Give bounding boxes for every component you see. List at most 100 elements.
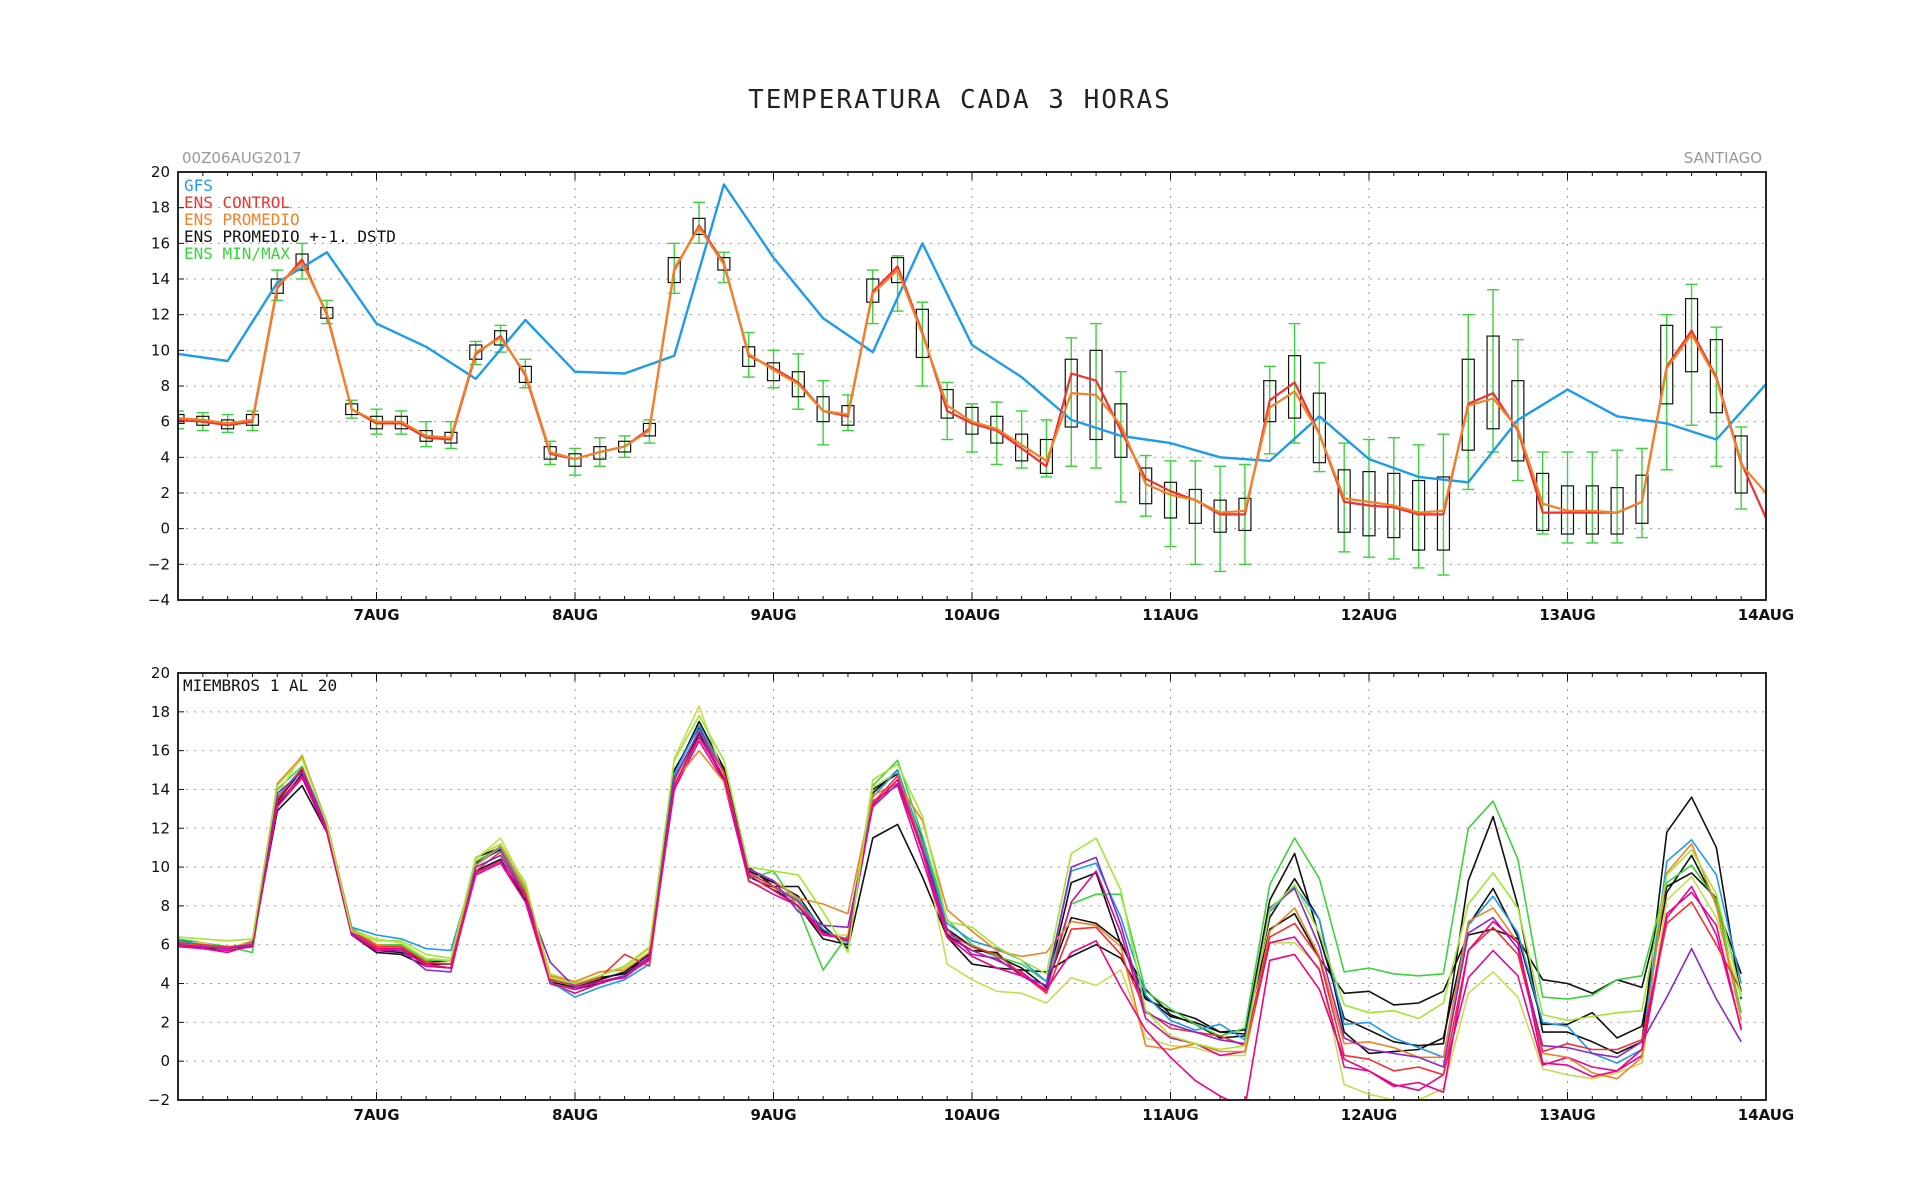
plot-area	[178, 705, 1742, 1100]
y-tick-label: 20	[151, 163, 170, 181]
x-tick-label: 8AUG	[552, 1106, 598, 1124]
y-tick-label: 0	[160, 520, 170, 538]
y-tick-label: 4	[160, 975, 170, 993]
minmax-whisker	[1735, 426, 1748, 510]
minmax-whisker	[1139, 454, 1152, 517]
y-tick-label: 8	[160, 377, 170, 395]
y-tick-label: 14	[151, 780, 170, 798]
minmax-whisker	[1685, 283, 1698, 426]
minmax-whisker	[891, 255, 904, 312]
x-tick-label: 9AUG	[750, 1106, 796, 1124]
x-tick-label: 10AUG	[944, 606, 1001, 624]
stddev-box	[692, 217, 706, 236]
minmax-whisker	[1710, 326, 1723, 467]
member-line-6	[178, 740, 1742, 1092]
x-tick-label: 9AUG	[750, 606, 796, 624]
grid	[178, 172, 1766, 600]
stddev-box	[345, 403, 359, 416]
minmax-whisker	[1015, 410, 1028, 469]
stddev-box	[1312, 392, 1326, 464]
stddev-box	[940, 388, 954, 419]
y-tick-label: 6	[160, 413, 170, 431]
y-tick-label: −2	[148, 555, 170, 573]
legend-entry: ENS CONTROL	[184, 193, 290, 212]
stddev-box	[667, 257, 681, 284]
stddev-box	[1263, 380, 1277, 423]
grid	[178, 673, 1766, 1100]
stddev-box	[1213, 499, 1227, 533]
minmax-whisker	[693, 201, 706, 245]
minmax-whisker	[1437, 433, 1450, 576]
y-tick-label: 20	[151, 664, 170, 682]
x-tick-label: 8AUG	[552, 606, 598, 624]
member-line-3	[178, 726, 1742, 1035]
minmax-whisker	[1611, 449, 1624, 544]
stddev-box	[1163, 481, 1178, 519]
y-tick-label: 2	[160, 1013, 170, 1031]
y-tick-label: 10	[151, 341, 170, 359]
x-tick-label: 11AUG	[1142, 1106, 1199, 1124]
minmax-whisker	[817, 379, 830, 446]
minmax-whisker	[1586, 451, 1599, 544]
stddev-box	[518, 365, 532, 384]
stddev-box	[469, 344, 483, 360]
stddev-box	[493, 330, 508, 346]
x-tick-label: 12AUG	[1341, 606, 1398, 624]
stddev-box	[1188, 488, 1202, 524]
minmax-whisker	[1189, 460, 1202, 566]
stddev-box	[618, 440, 632, 453]
y-tick-label: 14	[151, 270, 170, 288]
minmax-whisker	[569, 447, 581, 476]
stddev-box	[1536, 472, 1550, 532]
ens-control-line	[178, 224, 1766, 519]
y-tick-label: 4	[160, 448, 170, 466]
x-tick-label: 7AUG	[353, 606, 399, 624]
stddev-box	[1114, 403, 1128, 458]
ens-promedio-line	[178, 226, 1766, 514]
minmax-whisker	[990, 401, 1003, 466]
minmax-whisker	[1363, 438, 1375, 558]
x-tick-label: 13AUG	[1539, 1106, 1596, 1124]
plot-area	[178, 183, 1766, 576]
member-line-11	[178, 736, 1742, 1100]
y-tick-label: 0	[160, 1052, 170, 1070]
y-tick-label: 8	[160, 897, 170, 915]
minmax-whisker	[1660, 313, 1673, 471]
minmax-whisker	[1214, 465, 1227, 573]
x-tick-label: 7AUG	[353, 1106, 399, 1124]
stddev-box	[890, 257, 905, 284]
member-line-7	[178, 724, 1742, 1064]
minmax-whisker	[1511, 338, 1524, 482]
member-line-1	[178, 720, 1742, 1055]
y-tick-label: 10	[151, 858, 170, 876]
stddev-box	[1709, 339, 1723, 414]
stddev-box	[1684, 298, 1699, 373]
minmax-whisker	[1536, 451, 1549, 535]
legend-entry: ENS PROMEDIO +-1. DSTD	[184, 227, 396, 246]
chart-title: TEMPERATURA CADA 3 HORAS	[748, 85, 1172, 115]
stddev-box	[866, 278, 880, 303]
minmax-whisker	[420, 420, 433, 448]
minmax-whisker	[916, 301, 929, 387]
minmax-whisker	[1561, 451, 1574, 544]
member-line-5	[178, 705, 1742, 1100]
y-tick-label: 16	[151, 234, 170, 252]
minmax-whisker	[1412, 444, 1425, 569]
x-tick-label: 14AUG	[1738, 606, 1795, 624]
member-line-4	[178, 736, 1742, 1037]
stddev-box	[295, 253, 309, 271]
legend-entry: ENS PROMEDIO	[184, 210, 300, 229]
y-tick-label: 16	[151, 742, 170, 760]
member-line-12	[178, 714, 1742, 1051]
y-tick-label: 6	[160, 936, 170, 954]
x-tick-label: 11AUG	[1142, 606, 1199, 624]
minmax-whisker	[1387, 437, 1400, 560]
y-tick-label: −4	[148, 591, 170, 609]
y-tick-label: 18	[151, 199, 170, 217]
stddev-box	[717, 257, 731, 271]
y-tick-label: −2	[148, 1091, 170, 1109]
plot-frame	[177, 171, 1767, 601]
minmax-whisker	[1635, 447, 1648, 539]
x-tick-label: 10AUG	[944, 1106, 1001, 1124]
